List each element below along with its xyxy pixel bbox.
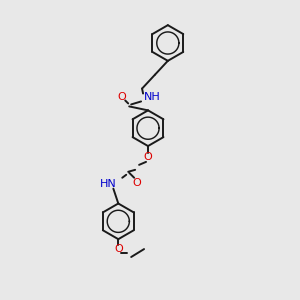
Text: O: O bbox=[117, 92, 126, 103]
Text: HN: HN bbox=[100, 179, 116, 189]
Text: O: O bbox=[144, 152, 152, 162]
Text: O: O bbox=[133, 178, 142, 188]
Text: NH: NH bbox=[144, 92, 161, 101]
Text: O: O bbox=[114, 244, 123, 254]
